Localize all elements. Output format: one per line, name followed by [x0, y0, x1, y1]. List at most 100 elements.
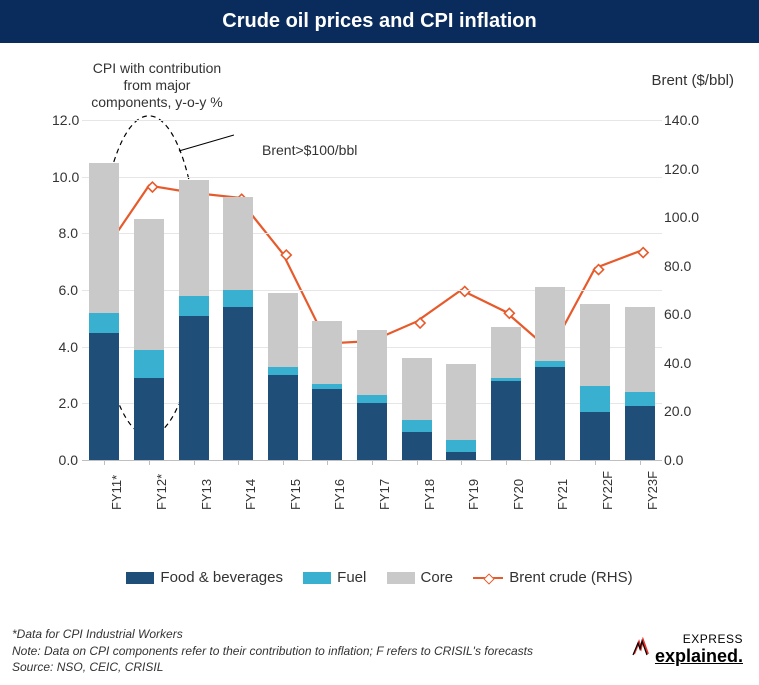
bar-segment-food [535, 367, 565, 461]
bar-segment-core [89, 163, 119, 313]
y-left-tick-label: 2.0 [52, 395, 78, 411]
bar-segment-food [179, 316, 209, 461]
bar-segment-fuel [491, 378, 521, 381]
y-left-tick-label: 8.0 [52, 225, 78, 241]
x-tick-label: FY11* [109, 475, 124, 510]
brand-bottom: explained. [655, 646, 743, 666]
bar-segment-core [179, 180, 209, 296]
x-tick-label: FY21 [555, 479, 570, 510]
bar-segment-core [491, 327, 521, 378]
brent-marker [638, 248, 648, 258]
footnote-line: Source: NSO, CEIC, CRISIL [12, 659, 572, 675]
bar-segment-fuel [179, 296, 209, 316]
bar-segment-fuel [580, 386, 610, 412]
brent-marker [504, 308, 514, 318]
brent-marker [460, 287, 470, 297]
brent-marker [147, 182, 157, 192]
brent-marker [415, 318, 425, 328]
y-left-tick-label: 10.0 [52, 169, 78, 185]
bar-segment-food [491, 381, 521, 460]
bar-segment-core [625, 307, 655, 392]
bar-segment-food [312, 389, 342, 460]
x-tick-label: FY16 [332, 479, 347, 510]
y-right-tick-label: 0.0 [664, 452, 704, 468]
y-right-tick-label: 60.0 [664, 306, 704, 322]
chart-area: Brent ($/bbl) CPI with contributionfrom … [52, 90, 692, 510]
legend-label-core: Core [421, 569, 454, 586]
y-right-tick-label: 40.0 [664, 355, 704, 371]
bar-segment-food [625, 406, 655, 460]
y-left-tick-label: 6.0 [52, 282, 78, 298]
bar-segment-food [134, 378, 164, 460]
bar-segment-fuel [625, 392, 655, 406]
y-left-tick-label: 12.0 [52, 112, 78, 128]
bar-segment-core [134, 219, 164, 349]
x-tick-label: FY14 [243, 479, 258, 510]
x-tick-label: FY20 [511, 479, 526, 510]
bar-segment-food [446, 452, 476, 461]
bar-segment-fuel [535, 361, 565, 367]
source-brand: EXPRESS explained. [631, 632, 743, 667]
x-tick-label: FY17 [377, 479, 392, 510]
legend-swatch-core [387, 572, 415, 584]
bar-segment-fuel [89, 313, 119, 333]
legend-label-fuel: Fuel [337, 569, 366, 586]
chart-title: Crude oil prices and CPI inflation [0, 0, 759, 43]
brand-top: EXPRESS [655, 632, 743, 646]
y-right-tick-label: 100.0 [664, 209, 704, 225]
brent-marker [594, 265, 604, 275]
footnote-line: *Data for CPI Industrial Workers [12, 626, 572, 642]
y-right-tick-label: 20.0 [664, 403, 704, 419]
annotation-cpi-components: CPI with contributionfrom majorcomponent… [72, 60, 242, 110]
footnote-line: Note: Data on CPI components refer to th… [12, 643, 572, 659]
legend-item-brent: Brent crude (RHS) [473, 569, 632, 586]
x-tick-label: FY13 [199, 479, 214, 510]
right-axis-title: Brent ($/bbl) [651, 72, 734, 89]
y-right-tick-label: 140.0 [664, 112, 704, 128]
legend: Food & beverages Fuel Core Brent crude (… [0, 568, 759, 586]
footnotes: *Data for CPI Industrial Workers Note: D… [12, 626, 572, 675]
bar-segment-food [268, 375, 298, 460]
x-tick-label: FY23F [645, 471, 660, 510]
legend-label-food: Food & beverages [160, 569, 283, 586]
bar-segment-fuel [223, 290, 253, 307]
bar-segment-core [446, 364, 476, 441]
bar-segment-fuel [134, 350, 164, 378]
x-tick-label: FY22F [600, 471, 615, 510]
legend-swatch-brent [473, 572, 503, 584]
plot-area: 0.02.04.06.08.010.012.00.020.040.060.080… [82, 120, 662, 461]
bar-segment-core [402, 358, 432, 420]
bar-segment-core [357, 330, 387, 395]
x-tick-label: FY19 [466, 479, 481, 510]
bar-segment-food [223, 307, 253, 460]
bar-segment-fuel [268, 367, 298, 376]
x-tick-label: FY12* [154, 474, 169, 510]
bar-segment-core [580, 304, 610, 386]
brand-icon [631, 637, 651, 662]
bar-segment-food [89, 333, 119, 461]
bar-segment-core [312, 321, 342, 383]
y-right-tick-label: 80.0 [664, 258, 704, 274]
bar-segment-food [580, 412, 610, 460]
bar-segment-fuel [446, 440, 476, 451]
bar-segment-core [535, 287, 565, 361]
x-tick-label: FY15 [288, 479, 303, 510]
y-right-tick-label: 120.0 [664, 161, 704, 177]
bar-segment-core [268, 293, 298, 367]
bar-segment-fuel [357, 395, 387, 404]
legend-item-fuel: Fuel [303, 569, 366, 586]
y-left-tick-label: 0.0 [52, 452, 78, 468]
legend-item-food: Food & beverages [126, 569, 283, 586]
legend-swatch-fuel [303, 572, 331, 584]
bar-segment-fuel [312, 384, 342, 390]
bar-segment-food [357, 403, 387, 460]
y-left-tick-label: 4.0 [52, 339, 78, 355]
bar-segment-core [223, 197, 253, 291]
legend-item-core: Core [387, 569, 454, 586]
bar-segment-food [402, 432, 432, 460]
legend-label-brent: Brent crude (RHS) [509, 569, 632, 586]
page: Crude oil prices and CPI inflation Brent… [0, 0, 759, 685]
legend-swatch-food [126, 572, 154, 584]
bar-segment-fuel [402, 420, 432, 431]
brent-marker [281, 250, 291, 260]
